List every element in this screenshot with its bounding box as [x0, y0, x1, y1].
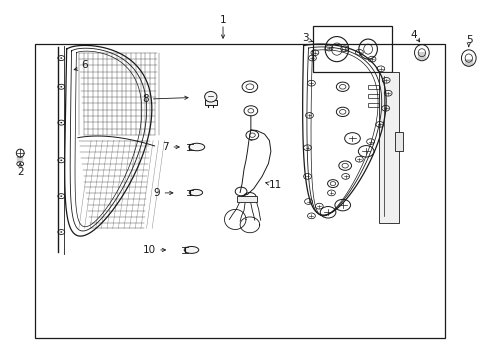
Circle shape: [60, 159, 62, 161]
Ellipse shape: [189, 143, 205, 151]
Bar: [368, 103, 379, 107]
Bar: [35, 44, 445, 338]
Ellipse shape: [189, 189, 202, 196]
Text: 4: 4: [410, 30, 417, 40]
Circle shape: [60, 57, 62, 59]
Text: 8: 8: [142, 94, 148, 104]
Text: 1: 1: [220, 15, 226, 26]
Bar: [368, 85, 379, 89]
Circle shape: [60, 195, 62, 197]
Text: 10: 10: [143, 245, 156, 255]
Circle shape: [60, 86, 62, 87]
Bar: [368, 94, 379, 98]
Ellipse shape: [205, 91, 217, 102]
Text: 11: 11: [269, 180, 282, 190]
Text: 2: 2: [17, 167, 24, 177]
Text: 7: 7: [163, 142, 169, 152]
Ellipse shape: [184, 247, 199, 253]
Text: 3: 3: [302, 33, 309, 43]
Circle shape: [60, 122, 62, 123]
Bar: [314, 26, 392, 72]
Bar: [394, 132, 403, 151]
Text: 6: 6: [81, 60, 88, 70]
Text: 5: 5: [466, 35, 473, 45]
Text: 9: 9: [154, 188, 160, 198]
Bar: [379, 72, 399, 223]
Bar: [237, 196, 257, 202]
Circle shape: [60, 231, 62, 233]
Bar: [205, 100, 217, 105]
